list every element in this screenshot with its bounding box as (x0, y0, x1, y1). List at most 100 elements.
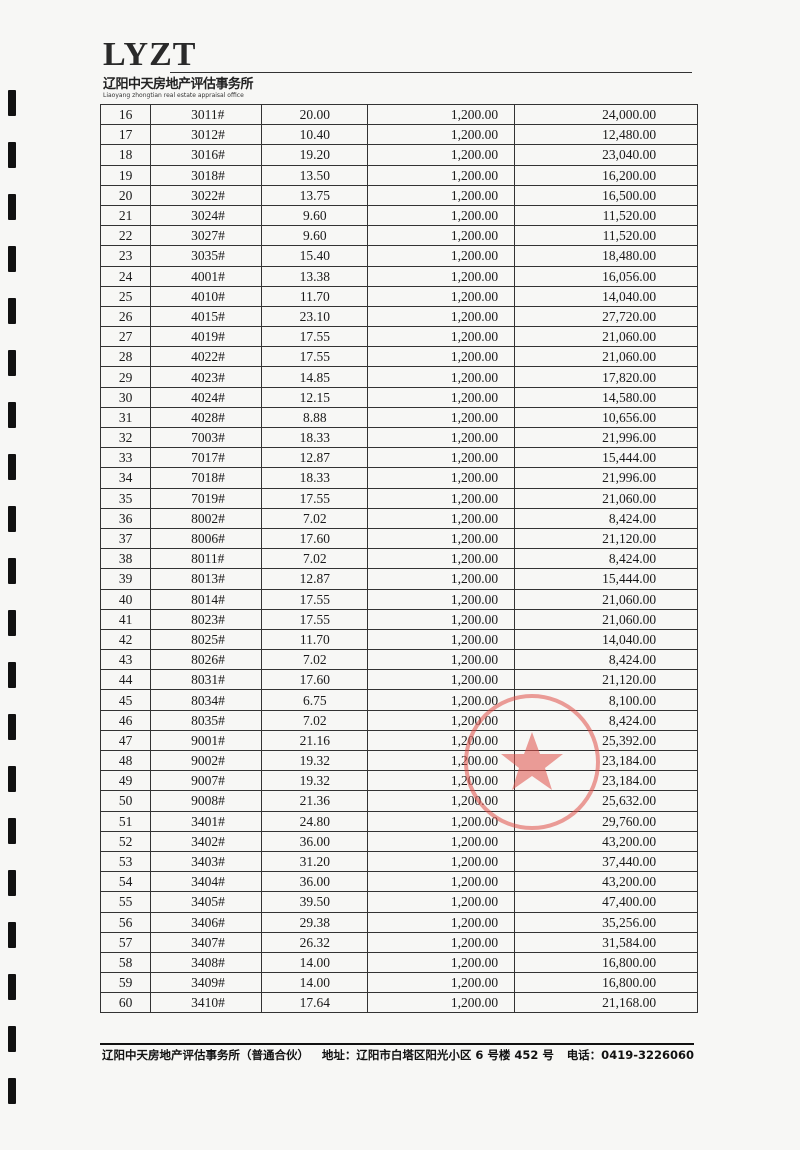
cell-text: 1,200.00 (450, 833, 499, 849)
unit-number: 4024# (150, 386, 263, 408)
cell-text: 8013# (191, 571, 225, 587)
table-row: 25 4010# 11.70 1,200.00 14,040.00 (99, 285, 698, 307)
cell-text: 1,200.00 (450, 712, 499, 728)
table-row: 40 8014# 17.55 1,200.00 21,060.00 (99, 588, 698, 610)
area: 19.20 (261, 144, 369, 166)
cell-text: 27,720.00 (602, 308, 657, 324)
row-number: 21 (99, 204, 152, 227)
cell-text: 15,444.00 (602, 450, 657, 466)
cell-text: 21,168.00 (602, 995, 657, 1011)
binder-hole (8, 506, 16, 532)
unit-price: 1,200.00 (367, 124, 516, 146)
row-number: 17 (99, 124, 152, 146)
cell-text: 33 (118, 450, 133, 466)
cell-text: 21,996.00 (602, 470, 657, 486)
area: 17.55 (261, 588, 369, 610)
cell-text: 8035# (191, 712, 225, 728)
row-number: 24 (99, 265, 152, 287)
cell-text: 21.16 (299, 732, 331, 748)
area: 14.00 (261, 972, 369, 994)
unit-number: 9001# (150, 729, 263, 752)
cell-text: 14,580.00 (602, 389, 657, 405)
binder-hole (8, 974, 16, 1000)
cell-text: 3407# (191, 934, 225, 950)
unit-number: 8014# (150, 588, 263, 610)
table-row: 57 3407# 26.32 1,200.00 31,584.00 (99, 931, 698, 953)
cell-text: 29 (118, 369, 133, 385)
cell-text: 21,060.00 (602, 349, 657, 365)
cell-text: 7.02 (303, 652, 327, 668)
binder-hole (8, 714, 16, 740)
cell-text: 19.32 (299, 753, 331, 769)
cell-text: 3403# (191, 854, 225, 870)
cell-text: 1,200.00 (450, 652, 499, 668)
table-row: 22 3027# 9.60 1,200.00 11,520.00 (99, 225, 698, 247)
area: 17.55 (261, 346, 369, 368)
unit-number: 4023# (150, 366, 263, 388)
cell-text: 25,632.00 (602, 793, 657, 809)
table-row: 28 4022# 17.55 1,200.00 21,060.00 (99, 346, 698, 368)
area: 13.38 (261, 265, 369, 287)
cell-text: 8,424.00 (608, 510, 657, 526)
cell-text: 29,760.00 (602, 813, 657, 829)
total-value: 21,996.00 (514, 426, 698, 449)
cell-text: 14.00 (299, 975, 331, 991)
table-row: 60 3410# 17.64 1,200.00 21,168.00 (99, 992, 698, 1014)
unit-number: 9008# (150, 790, 263, 812)
cell-text: 21 (118, 208, 133, 224)
row-number: 25 (99, 285, 152, 307)
cell-text: 58 (118, 954, 133, 970)
binder-hole (8, 610, 16, 636)
total-value: 31,584.00 (514, 931, 698, 953)
area: 14.85 (261, 366, 369, 388)
row-number: 29 (99, 366, 152, 388)
cell-text: 4019# (191, 329, 225, 345)
unit-price: 1,200.00 (367, 103, 516, 126)
cell-text: 14,040.00 (602, 288, 657, 304)
table-row: 26 4015# 23.10 1,200.00 27,720.00 (99, 305, 698, 328)
cell-text: 15.40 (299, 248, 331, 264)
unit-price: 1,200.00 (367, 426, 516, 449)
row-number: 60 (99, 992, 152, 1014)
binder-hole (8, 818, 16, 844)
cell-text: 10.40 (299, 127, 331, 143)
table-row: 49 9007# 19.32 1,200.00 23,184.00 (99, 770, 698, 792)
area: 17.64 (261, 992, 369, 1014)
row-number: 34 (99, 467, 152, 489)
header-rule (170, 72, 692, 73)
area: 36.00 (261, 871, 369, 893)
binder-hole (8, 558, 16, 584)
unit-number: 8026# (150, 649, 263, 671)
cell-text: 24,000.00 (602, 107, 657, 123)
footer-company: 辽阳中天房地产评估事务所（普通合伙） (102, 1048, 309, 1062)
cell-text: 18.33 (299, 470, 331, 486)
unit-number: 4019# (150, 326, 263, 348)
unit-price: 1,200.00 (367, 326, 516, 348)
total-value: 11,520.00 (514, 204, 698, 227)
unit-price: 1,200.00 (367, 729, 516, 752)
row-number: 52 (99, 830, 152, 852)
cell-text: 1,200.00 (450, 248, 499, 264)
row-number: 35 (99, 487, 152, 509)
unit-price: 1,200.00 (367, 245, 516, 267)
area: 17.60 (261, 527, 369, 550)
cell-text: 3027# (191, 228, 225, 244)
unit-price: 1,200.00 (367, 527, 516, 550)
cell-text: 39.50 (299, 894, 331, 910)
cell-text: 1,200.00 (450, 187, 499, 203)
cell-text: 18.33 (299, 430, 331, 446)
table-row: 58 3408# 14.00 1,200.00 16,800.00 (99, 951, 698, 974)
company-logo: LYZT (103, 36, 197, 73)
cell-text: 3022# (191, 187, 225, 203)
cell-text: 44 (118, 672, 133, 688)
unit-number: 8011# (150, 548, 263, 570)
cell-text: 23 (118, 248, 133, 264)
area: 11.70 (261, 628, 369, 651)
cell-text: 7.02 (303, 712, 327, 728)
area: 17.60 (261, 669, 369, 691)
cell-text: 1,200.00 (450, 551, 499, 567)
area: 13.50 (261, 164, 369, 186)
unit-price: 1,200.00 (367, 225, 516, 247)
unit-number: 7017# (150, 447, 263, 469)
row-number: 43 (99, 649, 152, 671)
